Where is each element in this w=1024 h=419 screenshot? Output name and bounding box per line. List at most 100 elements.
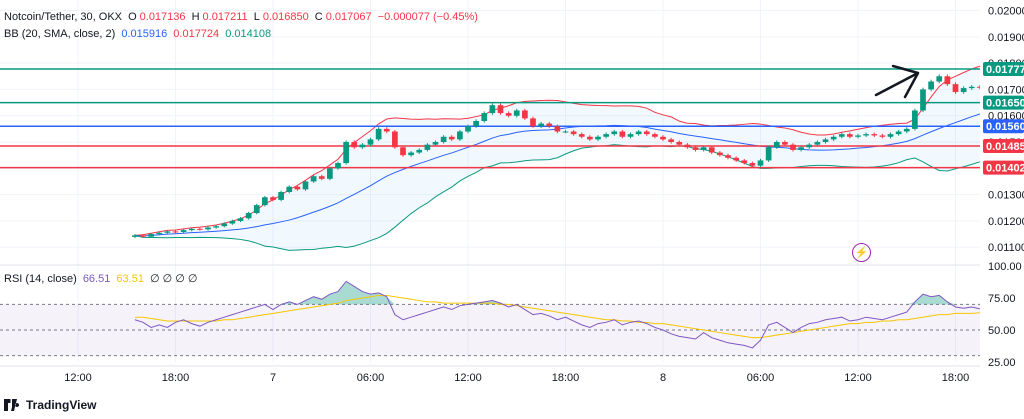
candle-body bbox=[643, 131, 650, 135]
rsi-label[interactable]: RSI (14, close) bbox=[4, 273, 77, 285]
candle-body bbox=[952, 84, 959, 93]
candle-body bbox=[327, 168, 333, 179]
candle-body bbox=[587, 136, 593, 140]
candle-body bbox=[180, 230, 187, 232]
low-label: L bbox=[253, 11, 260, 23]
candle-body bbox=[717, 152, 723, 156]
candle-body bbox=[392, 131, 398, 148]
rsi-legend: RSI (14, close) 66.51 63.51 ∅ ∅ ∅ ∅ bbox=[4, 272, 201, 286]
rsi-tick-label: 75.00 bbox=[988, 293, 1016, 305]
candle-body bbox=[773, 142, 780, 148]
level-price-tag bbox=[983, 119, 1024, 134]
candle-body bbox=[278, 191, 284, 200]
candle-body bbox=[188, 228, 195, 231]
candlesticks[interactable] bbox=[132, 74, 983, 239]
candle-body bbox=[172, 231, 179, 233]
level-price-label: 0.014025 bbox=[986, 163, 1024, 175]
candle-body bbox=[903, 128, 910, 132]
candle-body bbox=[595, 136, 601, 140]
candle-body bbox=[408, 152, 414, 156]
candle-body bbox=[148, 234, 154, 237]
rsi-tick-label: 25.00 bbox=[988, 357, 1016, 369]
time-tick-label: 18:00 bbox=[942, 372, 970, 384]
symbol-label[interactable]: Notcoin/Tether, 30, OKX bbox=[4, 11, 123, 23]
candle-body bbox=[928, 81, 934, 90]
candle-body bbox=[838, 134, 845, 137]
candle-body bbox=[546, 123, 553, 127]
change-value: −0.000077 (−0.45%) bbox=[377, 11, 478, 23]
candle-body bbox=[611, 131, 618, 135]
candle-body bbox=[205, 227, 211, 230]
candle-body bbox=[757, 160, 764, 166]
candle-body bbox=[359, 144, 366, 148]
candle-body bbox=[944, 76, 951, 85]
time-tick-label: 12:00 bbox=[64, 372, 92, 384]
candle-body bbox=[424, 144, 431, 150]
candle-body bbox=[692, 147, 699, 150]
level-price-tag bbox=[983, 95, 1024, 110]
candle-body bbox=[554, 126, 561, 132]
candle-body bbox=[465, 126, 471, 132]
time-tick-label: 18:00 bbox=[552, 372, 580, 384]
candle-body bbox=[375, 128, 382, 140]
candle-body bbox=[522, 110, 528, 119]
horizontal-levels[interactable] bbox=[0, 68, 980, 169]
candle-body bbox=[822, 139, 829, 143]
high-value: 0.017211 bbox=[202, 11, 248, 23]
bb-fill bbox=[134, 66, 980, 251]
rsi-value: 66.51 bbox=[82, 273, 111, 285]
candle-body bbox=[725, 155, 731, 158]
candle-body bbox=[473, 120, 479, 127]
rsi-ma-line bbox=[134, 294, 980, 339]
candle-body bbox=[302, 181, 309, 190]
grid-lines bbox=[0, 0, 980, 367]
candle-body bbox=[960, 88, 967, 93]
candle-body bbox=[457, 131, 463, 140]
brand-name: TradingView bbox=[26, 398, 97, 412]
candle-body bbox=[806, 144, 813, 148]
candle-body bbox=[652, 134, 658, 137]
time-tick-label: 8 bbox=[660, 372, 666, 384]
flash-icon[interactable]: ⚡ bbox=[852, 243, 871, 262]
candle-body bbox=[229, 220, 236, 224]
candle-body bbox=[489, 105, 496, 114]
price-tick-label: 0.012000 bbox=[988, 216, 1024, 228]
candle-body bbox=[660, 136, 666, 140]
candle-body bbox=[335, 163, 341, 169]
candle-body bbox=[765, 147, 772, 161]
rsi-extras: ∅ ∅ ∅ ∅ bbox=[150, 273, 198, 285]
close-label: C bbox=[314, 11, 323, 23]
low-value: 0.016850 bbox=[262, 11, 309, 23]
candle-body bbox=[270, 197, 276, 200]
candle-body bbox=[749, 163, 756, 166]
candle-body bbox=[635, 131, 642, 135]
candle-body bbox=[863, 134, 869, 136]
tradingview-brand[interactable]: TradingView bbox=[4, 398, 96, 412]
time-axis[interactable]: 12:00 18:00 7 06:00 12:00 18:00 8 06:00 12:00 18:… bbox=[64, 372, 969, 384]
price-tick-label: 0.013000 bbox=[988, 190, 1024, 202]
candle-body bbox=[538, 123, 544, 127]
candle-body bbox=[879, 135, 886, 137]
candle-body bbox=[351, 142, 358, 148]
level-price-label: 0.017775 bbox=[986, 64, 1024, 76]
bb-label[interactable]: BB (20, SMA, close, 2) bbox=[4, 28, 116, 40]
candle-body bbox=[570, 131, 577, 135]
candle-body bbox=[733, 157, 739, 161]
bollinger-bands bbox=[134, 65, 981, 251]
bb-legend: BB (20, SMA, close, 2) 0.015916 0.017724… bbox=[4, 27, 274, 41]
price-axis[interactable]: 0.0200000.0190000.0180000.0170000.016000… bbox=[980, 0, 1024, 419]
bb-basis-value: 0.015916 bbox=[121, 28, 168, 40]
symbol-legend: Notcoin/Tether, 30, OKX O 0.017136 H 0.017… bbox=[4, 10, 481, 24]
candle-body bbox=[782, 142, 788, 145]
candle-body bbox=[887, 134, 894, 137]
rsi-indicator bbox=[0, 280, 980, 357]
candle-body bbox=[912, 110, 918, 129]
arrow-annotation[interactable] bbox=[874, 64, 920, 99]
candle-body bbox=[164, 231, 171, 233]
price-tick-label: 0.017000 bbox=[988, 84, 1024, 96]
candle-body bbox=[968, 86, 975, 89]
